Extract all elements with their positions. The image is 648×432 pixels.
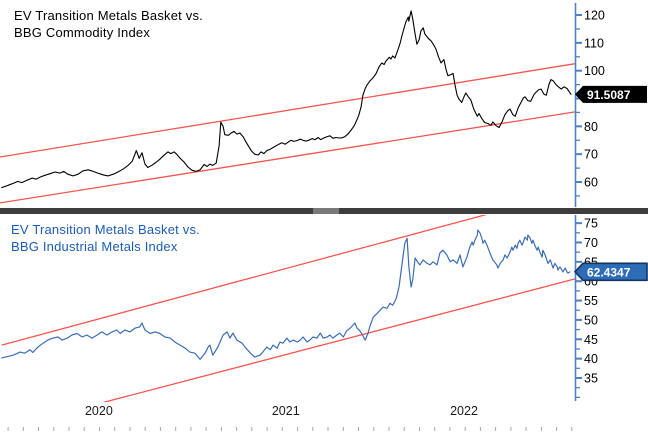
x-axis-year-labels: 2020 2021 2022 — [0, 404, 648, 419]
top-chart-title-line2: BBG Commodity Index — [14, 25, 151, 40]
y-tick-label: 55 — [584, 294, 598, 308]
bottom-chart-title-line1: EV Transition Metals Basket vs. — [11, 222, 200, 237]
regression-channel-lower — [0, 111, 576, 204]
x-axis-year-label: 2022 — [450, 404, 478, 418]
top-last-value-text: 91.5087 — [587, 88, 631, 102]
top-series-line — [1, 10, 572, 189]
y-tick-label: 110 — [584, 36, 604, 50]
y-tick-label: 80 — [584, 120, 598, 134]
regression-channel-upper — [1, 215, 488, 346]
y-tick-label: 35 — [584, 372, 598, 386]
panel-separator — [0, 208, 648, 214]
x-axis-year-label: 2021 — [271, 404, 300, 418]
y-tick-label: 100 — [584, 64, 605, 78]
y-tick-label: 45 — [584, 333, 598, 347]
bottom-chart-title-line2: BBG Industrial Metals Index — [11, 239, 178, 254]
bottom-chart-title: EV Transition Metals Basket vs. BBG Indu… — [11, 221, 200, 255]
x-axis-month-ticks — [7, 427, 573, 431]
y-tick-label: 75 — [584, 217, 598, 231]
top-chart-title-line1: EV Transition Metals Basket vs. — [14, 8, 203, 23]
y-tick-label: 70 — [584, 236, 598, 250]
regression-channel-upper — [0, 63, 576, 158]
bottom-series-line — [1, 229, 571, 360]
y-tick-label: 60 — [584, 176, 598, 190]
y-tick-label: 120 — [584, 9, 605, 23]
bottom-last-value-tag — [573, 262, 648, 282]
top-last-value-tag — [575, 85, 647, 103]
x-axis-year-label: 2020 — [84, 404, 113, 418]
bottom-last-value-text: 62.4347 — [587, 265, 631, 279]
top-chart-canvas[interactable]: 6070809010011012091.5087 — [0, 0, 648, 209]
y-tick-label: 50 — [584, 313, 598, 327]
regression-channel-lower — [103, 278, 576, 402]
y-tick-label: 70 — [584, 148, 598, 162]
separator-drag-handle[interactable] — [313, 208, 339, 214]
top-chart-title: EV Transition Metals Basket vs. BBG Comm… — [14, 7, 203, 41]
y-tick-label: 40 — [584, 352, 598, 366]
